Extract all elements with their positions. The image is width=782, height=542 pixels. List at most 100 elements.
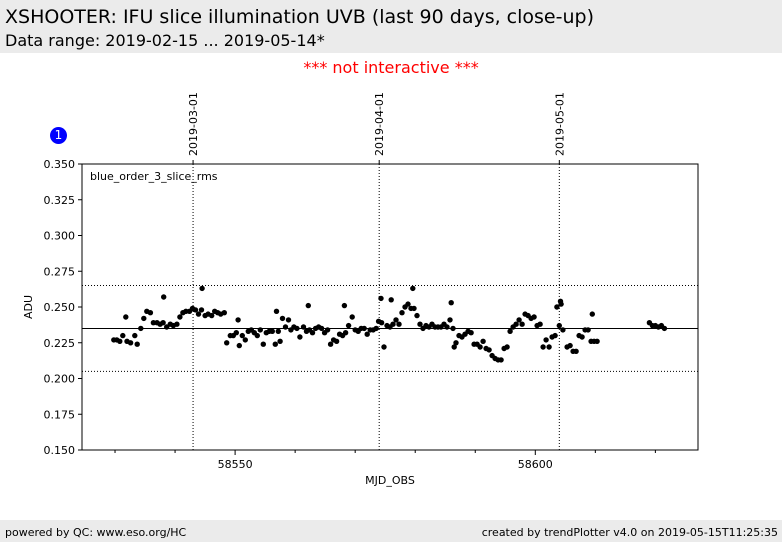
data-point (341, 302, 348, 309)
data-point (447, 317, 453, 323)
data-point (141, 315, 147, 322)
data-point (333, 338, 340, 344)
data-point (373, 325, 379, 332)
data-point (381, 344, 387, 350)
data-point (378, 320, 385, 326)
data-point (411, 305, 417, 312)
data-point (239, 332, 245, 339)
data-point (127, 340, 134, 346)
data-point (585, 327, 591, 333)
data-point (558, 301, 564, 307)
data-point (477, 344, 483, 350)
data-point (260, 341, 266, 347)
page-subtitle: Data range: 2019-02-15 ... 2019-05-14* (5, 31, 325, 50)
footer-credit: powered by QC: www.eso.org/HC (5, 526, 187, 539)
series-label: blue_order_3_slice_rms (90, 170, 218, 183)
data-point (594, 338, 600, 344)
data-point (390, 321, 396, 327)
data-point (552, 332, 558, 339)
y-tick-label: 0.300 (44, 230, 76, 243)
data-point (138, 325, 144, 332)
x-tick-label: 58600 (518, 458, 553, 471)
x-axis-label: MJD_OBS (365, 474, 415, 487)
data-point (414, 312, 420, 319)
x-axis: 58550 58600 (114, 450, 656, 471)
data-point (269, 328, 275, 334)
y-tick-label: 0.350 (44, 158, 76, 171)
data-point (242, 337, 248, 343)
data-point (324, 327, 331, 333)
data-point (444, 324, 450, 330)
data-point (318, 325, 325, 332)
date-marker-label: 2019-04-01 (373, 92, 386, 156)
data-point (254, 332, 260, 339)
data-point (486, 347, 492, 353)
data-point (543, 337, 549, 343)
data-point (117, 338, 123, 344)
data-point (236, 342, 242, 349)
data-point (132, 332, 138, 339)
data-point (579, 334, 585, 340)
data-point (519, 321, 525, 327)
data-point (513, 321, 519, 327)
data-point (573, 348, 579, 354)
data-point (468, 330, 474, 336)
data-point (554, 304, 560, 310)
y-axis-label: ADU (22, 295, 35, 319)
data-point (349, 314, 355, 320)
y-tick-label: 0.325 (44, 194, 76, 207)
data-point (209, 312, 215, 319)
data-point (123, 314, 129, 320)
data-point (396, 321, 402, 327)
data-point (345, 322, 352, 329)
page-title: XSHOOTER: IFU slice illumination UVB (la… (5, 6, 594, 28)
data-point (417, 321, 423, 327)
data-point (448, 300, 454, 306)
data-point (235, 317, 241, 323)
data-point (399, 310, 405, 316)
plot-number-badge: 1 (50, 127, 67, 144)
data-point (300, 324, 307, 330)
data-point (282, 324, 289, 330)
data-point (195, 311, 202, 317)
data-point (147, 310, 154, 316)
data-point (516, 317, 522, 323)
header-bar: XSHOOTER: IFU slice illumination UVB (la… (0, 0, 782, 53)
data-point (192, 307, 199, 313)
date-marker-label: 2019-03-01 (187, 92, 200, 156)
data-point (410, 285, 416, 292)
data-point (393, 317, 399, 323)
data-point (661, 325, 668, 332)
data-point (453, 340, 459, 346)
data-point (233, 330, 239, 336)
date-marker-label: 2019-05-01 (553, 92, 566, 156)
data-point (285, 317, 292, 323)
data-point (120, 332, 126, 339)
data-point (327, 341, 334, 347)
plot-frame (81, 163, 699, 451)
data-point (198, 307, 205, 313)
not-interactive-notice: *** not interactive *** (303, 58, 479, 77)
data-point (540, 344, 546, 350)
y-tick-label: 0.225 (44, 337, 76, 350)
footer-timestamp: created by trendPlotter v4.0 on 2019-05-… (481, 526, 778, 539)
data-point (309, 330, 316, 336)
data-point (589, 311, 595, 317)
date-marker-lines: 2019-03-01 2019-04-01 2019-05-01 (187, 92, 566, 450)
data-point (450, 325, 456, 332)
data-point (507, 328, 513, 334)
data-point (221, 310, 227, 316)
data-point (451, 344, 457, 350)
data-point (364, 331, 370, 337)
data-point (294, 325, 300, 332)
data-point (174, 321, 180, 327)
data-point (531, 314, 537, 320)
data-point (297, 334, 303, 340)
data-points (111, 285, 668, 363)
data-point (378, 295, 384, 302)
data-point (279, 315, 286, 322)
data-point (567, 342, 573, 349)
data-point (177, 314, 183, 320)
data-point (199, 285, 205, 292)
